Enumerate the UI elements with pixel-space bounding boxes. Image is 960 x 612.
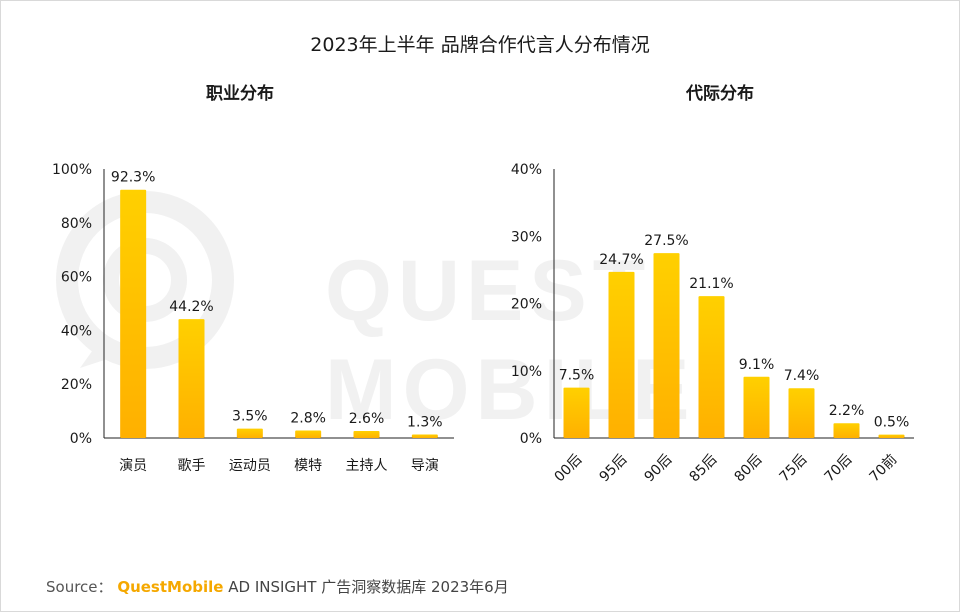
occupation-category-label: 导演 [411, 458, 439, 474]
generation-value-label: 24.7% [599, 252, 643, 268]
occupation-ytick-label: 100% [52, 162, 92, 178]
left-chart-subtitle: 职业分布 [206, 84, 274, 104]
occupation-value-label: 1.3% [407, 415, 443, 431]
generation-bar [608, 271, 635, 438]
occupation-bar [295, 430, 322, 438]
occupation-value-label: 3.5% [232, 409, 268, 425]
occupation-bar [178, 319, 205, 438]
occupation-value-label: 2.8% [290, 410, 326, 426]
source-detail: AD INSIGHT 广告洞察数据库 2023年6月 [228, 578, 509, 596]
generation-value-label: 7.4% [784, 368, 820, 384]
generation-bar [788, 388, 815, 438]
occupation-bar [236, 428, 263, 438]
generation-value-label: 2.2% [829, 403, 865, 419]
generation-category-label: 70后 [822, 452, 856, 486]
right-chart-subtitle: 代际分布 [686, 84, 754, 104]
occupation-value-label: 2.6% [349, 411, 385, 427]
generation-ytick-label: 10% [511, 364, 542, 380]
source-brand: QuestMobile [117, 578, 224, 596]
occupation-ytick-label: 40% [61, 323, 92, 339]
generation-category-label: 00后 [552, 452, 586, 486]
source-footer: Source： QuestMobile AD INSIGHT 广告洞察数据库 2… [46, 576, 509, 597]
generation-bar [878, 434, 905, 438]
occupation-bar-chart: 0% 20% 40% 60% 80% 100% 92.3% 演员 44.2% 歌手 3.5% 运动员 2… [52, 162, 454, 474]
occupation-bar [120, 189, 147, 438]
generation-bar [563, 387, 590, 438]
generation-category-label: 75后 [777, 452, 811, 486]
generation-bar [698, 296, 725, 438]
occupation-category-label: 模特 [294, 458, 322, 474]
occupation-ytick-label: 80% [61, 216, 92, 232]
generation-bar [743, 376, 770, 438]
generation-category-label: 95后 [597, 452, 631, 486]
generation-bar [653, 253, 680, 438]
generation-category-label: 85后 [687, 452, 721, 486]
occupation-category-label: 主持人 [346, 458, 388, 474]
occupation-ytick-label: 0% [70, 431, 92, 447]
source-label: Source： [46, 578, 113, 596]
generation-bar-chart: 0% 10% 20% 30% 40% 7.5% 00后 24.7% 95后 27.5% 90后 21.… [511, 162, 914, 485]
generation-category-label: 80后 [732, 452, 766, 486]
generation-value-label: 0.5% [874, 415, 910, 431]
occupation-bar [353, 431, 380, 438]
generation-ytick-label: 20% [511, 297, 542, 313]
occupation-category-label: 歌手 [178, 458, 206, 474]
generation-bar [833, 423, 860, 438]
occupation-category-label: 运动员 [229, 458, 271, 474]
occupation-ytick-label: 60% [61, 270, 92, 286]
occupation-ytick-label: 20% [61, 377, 92, 393]
generation-category-label: 70前 [866, 451, 901, 486]
occupation-bar [411, 434, 438, 438]
generation-value-label: 27.5% [644, 233, 688, 249]
chart-title: 2023年上半年 品牌合作代言人分布情况 [310, 34, 650, 56]
occupation-value-label: 44.2% [169, 299, 213, 315]
occupation-value-label: 92.3% [111, 170, 155, 186]
generation-value-label: 9.1% [739, 357, 775, 373]
generation-value-label: 21.1% [689, 276, 733, 292]
generation-value-label: 7.5% [559, 368, 595, 384]
generation-ytick-label: 40% [511, 162, 542, 178]
generation-ytick-label: 30% [511, 229, 542, 245]
occupation-category-label: 演员 [119, 458, 147, 474]
generation-category-label: 90后 [642, 452, 676, 486]
generation-ytick-label: 0% [520, 431, 542, 447]
